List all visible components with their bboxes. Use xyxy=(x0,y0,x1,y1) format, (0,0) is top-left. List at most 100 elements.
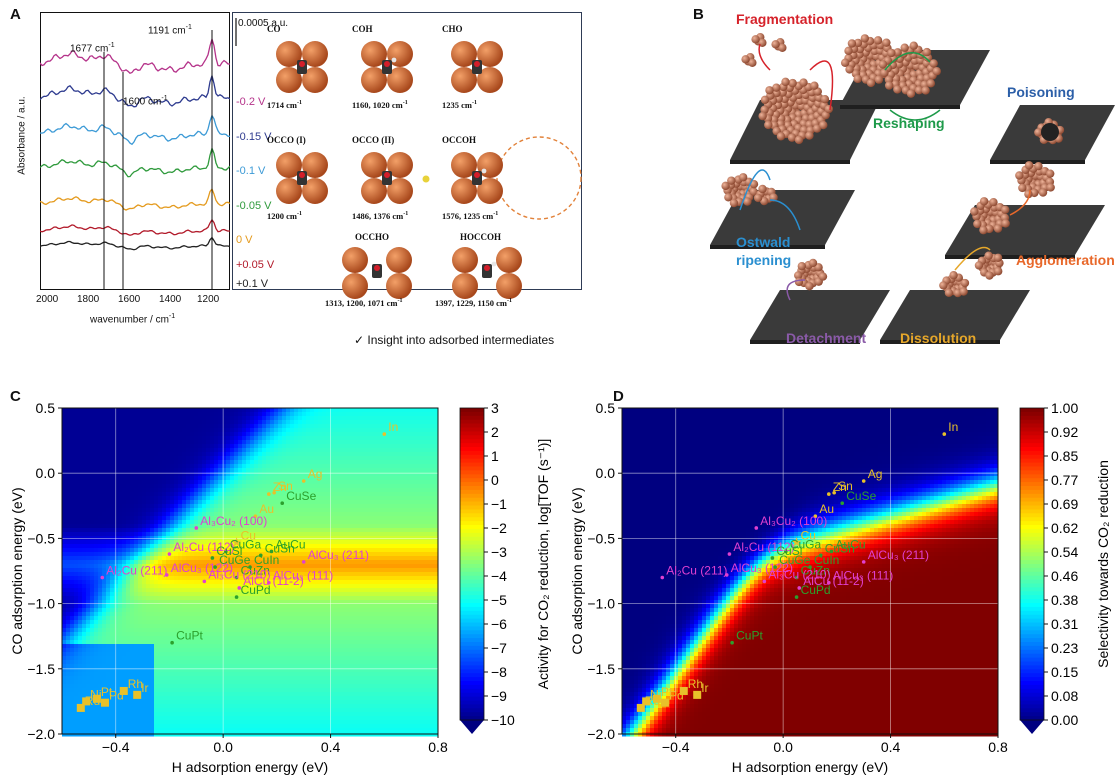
data-point-label: Pd xyxy=(669,689,684,703)
data-point-label: Ni xyxy=(650,687,661,701)
data-point xyxy=(248,565,252,569)
intermediate-frequency: 1235 cm-1 xyxy=(442,100,477,110)
data-point-label: Al₃Cu (210) xyxy=(208,567,270,581)
data-point xyxy=(660,575,665,580)
y-tick-label: −0.5 xyxy=(27,530,55,546)
data-point xyxy=(679,686,688,695)
colorbar-label: Selectivity towards CO₂ reduction xyxy=(1095,460,1111,668)
colorbar-tick-label: 0.85 xyxy=(1051,448,1078,464)
data-point-label: AlCu₃ (111) xyxy=(273,569,333,583)
intermediate-name: OCCO (II) xyxy=(352,135,395,145)
intermediate-frequency: 1397, 1229, 1150 cm-1 xyxy=(435,298,513,308)
potential-label: -0.2 V xyxy=(236,96,266,108)
y-tick-label: −1.5 xyxy=(587,661,615,677)
activity-heatmap: −0.4 0.0 0.4 0.8 0.5 0.0 −0.5 −1.0 −1.5 −2.0 H ads… xyxy=(9,400,551,775)
spectra-xtick: 2000 xyxy=(36,294,59,305)
data-point-label: CuPt xyxy=(176,629,203,643)
data-point-label: Al₂Cu (112) xyxy=(173,540,234,554)
copper-particle-icon xyxy=(939,271,970,298)
data-point-label: Au xyxy=(819,502,834,516)
data-point xyxy=(267,492,271,496)
highlight-circle xyxy=(496,136,582,220)
x-tick-label: 0.8 xyxy=(428,739,448,755)
intermediate-frequency: 1714 cm-1 xyxy=(267,100,302,110)
colorbar-tick-label: 1.00 xyxy=(1051,400,1078,416)
intermediate-name: OCCHO xyxy=(355,232,390,242)
spectra-xtick: 1600 xyxy=(118,294,141,305)
data-point xyxy=(829,549,834,554)
data-point-label: CuPd xyxy=(801,583,831,597)
data-point xyxy=(730,640,734,645)
colorbar-tick-label: −2 xyxy=(491,520,507,536)
data-point-label: AuCu xyxy=(275,537,305,551)
intermediate-name: OCCOH xyxy=(442,135,477,145)
data-point-label: Al₃Cu₂ (100) xyxy=(200,514,267,528)
colorbar xyxy=(1019,407,1045,734)
support-plate xyxy=(945,205,1105,255)
y-tick-label: −0.5 xyxy=(587,530,615,546)
intermediate-name: HOCCOH xyxy=(460,232,502,242)
x-axis-label: H adsorption energy (eV) xyxy=(172,759,328,775)
data-point-label: In xyxy=(388,420,398,434)
colorbar-tick-label: 1 xyxy=(491,448,499,464)
potential-label: -0.05 V xyxy=(236,200,272,212)
potential-label: +0.1 V xyxy=(236,278,269,290)
data-point-label: CuPt xyxy=(736,629,763,643)
colorbar-tick-label: 0.46 xyxy=(1051,568,1078,584)
data-point xyxy=(76,703,85,712)
data-point-label: Rh xyxy=(688,677,703,691)
spectra-xtick: 1800 xyxy=(77,294,100,305)
process-arrow xyxy=(954,246,991,271)
data-point-label: Ir xyxy=(141,681,148,695)
data-point xyxy=(258,553,263,558)
copper-cluster-icon xyxy=(451,41,503,93)
data-point-label: CuSi xyxy=(776,544,802,558)
data-point-label: CuGa xyxy=(230,537,262,551)
potential-label: +0.05 V xyxy=(236,259,275,271)
insight-text: ✓ Insight into adsorbed intermediates xyxy=(354,333,555,347)
y-axis-label: CO adsorption energy (eV) xyxy=(9,487,25,654)
y-tick-label: −2.0 xyxy=(587,726,615,742)
data-point xyxy=(267,580,271,585)
data-point xyxy=(861,560,866,564)
y-tick-label: 0.5 xyxy=(596,400,616,416)
x-tick-label: 0.4 xyxy=(881,739,901,755)
copper-cluster-icon xyxy=(276,152,328,204)
data-point xyxy=(818,553,823,558)
copper-cluster-icon xyxy=(342,247,412,299)
intermediate-frequency: 1313, 1200, 1071 cm-1 xyxy=(325,298,403,308)
data-point-label: Zn xyxy=(833,480,847,494)
panel-letter-c: C xyxy=(10,388,21,405)
colorbar-tick-label: 0.31 xyxy=(1051,616,1078,632)
intermediate-item: OCCHO 1313, 1200, 1071 cm-1 xyxy=(325,232,435,308)
copper-particle-icon xyxy=(970,197,1010,235)
data-point-label: AlCu₃ (211) xyxy=(308,548,369,562)
data-point xyxy=(808,565,812,569)
process-arrow xyxy=(884,52,931,71)
data-point-label: Ru xyxy=(85,694,100,708)
colorbar-tick-label: 0.77 xyxy=(1051,472,1078,488)
intermediate-item: CO 1714 cm-1 xyxy=(267,24,357,124)
colorbar-tick-label: −9 xyxy=(491,688,507,704)
colorbar-tick-label: −1 xyxy=(491,496,507,512)
data-point xyxy=(813,514,818,519)
colorbar-tick-label: 0.00 xyxy=(1051,712,1078,728)
colorbar-tick-label: −10 xyxy=(491,712,515,728)
colorbar-tick-label: −5 xyxy=(491,592,507,608)
data-point-label: CuGe xyxy=(219,553,251,567)
data-point xyxy=(164,573,169,577)
y-tick-label: −1.0 xyxy=(27,596,55,612)
intermediate-frequency: 1486, 1376 cm-1 xyxy=(352,211,409,221)
y-tick-label: 0.5 xyxy=(36,400,56,416)
process-arrow xyxy=(786,279,806,301)
data-point-label: Sn xyxy=(838,479,853,493)
data-point xyxy=(301,479,306,483)
data-point xyxy=(652,694,661,703)
spectrum-line xyxy=(40,146,230,178)
intermediate-name: CO xyxy=(267,24,281,34)
intermediate-frequency: 1576, 1235 cm-1 xyxy=(442,211,499,221)
data-point-label: Rh xyxy=(128,677,143,691)
intermediate-name: OCCO (I) xyxy=(267,135,306,145)
data-point xyxy=(194,526,199,530)
